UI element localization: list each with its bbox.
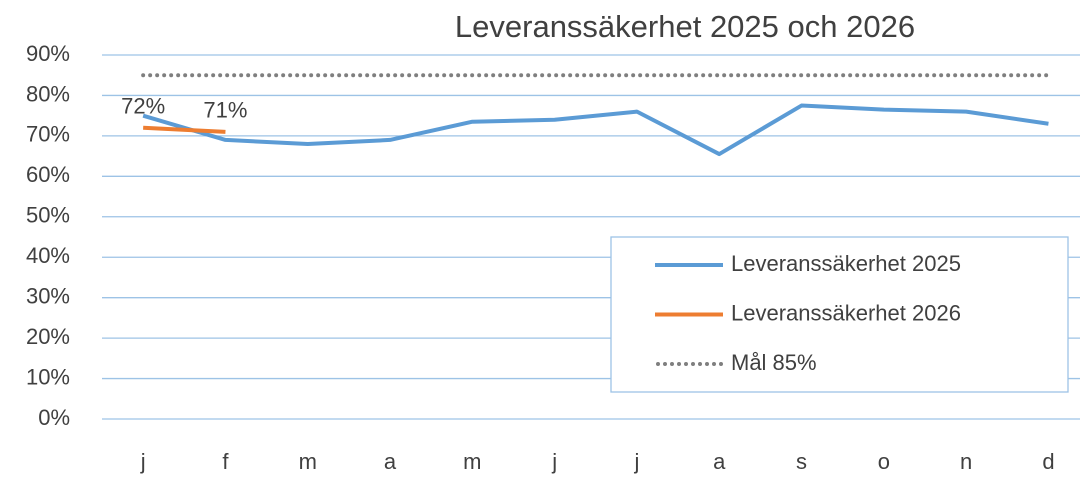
x-tick-label: f bbox=[222, 449, 229, 474]
legend-label: Leveranssäkerhet 2025 bbox=[731, 251, 961, 276]
x-tick-label: j bbox=[140, 449, 146, 474]
y-tick-label: 80% bbox=[26, 81, 70, 106]
x-tick-label: m bbox=[299, 449, 317, 474]
y-tick-label: 30% bbox=[26, 283, 70, 308]
y-tick-label: 10% bbox=[26, 364, 70, 389]
y-tick-label: 60% bbox=[26, 162, 70, 187]
chart-title: Leveranssäkerhet 2025 och 2026 bbox=[455, 9, 915, 44]
legend-label: Mål 85% bbox=[731, 350, 817, 375]
x-tick-label: d bbox=[1042, 449, 1054, 474]
x-tick-label: s bbox=[796, 449, 807, 474]
y-tick-label: 0% bbox=[38, 405, 70, 430]
y-tick-label: 50% bbox=[26, 203, 70, 228]
legend: Leveranssäkerhet 2025 Leveranssäkerhet 20… bbox=[610, 236, 1069, 393]
data-label: 72% bbox=[121, 94, 165, 119]
y-tick-label: 90% bbox=[26, 41, 70, 66]
y-tick-label: 70% bbox=[26, 122, 70, 147]
x-tick-label: m bbox=[463, 449, 481, 474]
series-line bbox=[143, 125, 226, 134]
x-tick-label: j bbox=[634, 449, 640, 474]
data-label: 71% bbox=[203, 98, 247, 123]
x-tick-label: a bbox=[713, 449, 726, 474]
x-tick-label: a bbox=[384, 449, 397, 474]
x-tick-label: j bbox=[551, 449, 557, 474]
y-tick-label: 20% bbox=[26, 324, 70, 349]
y-tick-label: 40% bbox=[26, 243, 70, 268]
legend-label: Leveranssäkerhet 2026 bbox=[731, 300, 961, 325]
series-line bbox=[142, 103, 1049, 157]
x-tick-label: o bbox=[878, 449, 890, 474]
x-tick-label: n bbox=[960, 449, 972, 474]
